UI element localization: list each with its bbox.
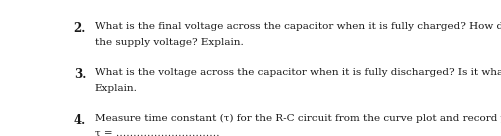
Text: 3.: 3. [74,68,86,81]
Text: the supply voltage? Explain.: the supply voltage? Explain. [95,38,243,47]
Text: Measure time constant (τ) for the R-C circuit from the curve plot and record you: Measure time constant (τ) for the R-C ci… [95,114,501,123]
Text: What is the voltage across the capacitor when it is fully discharged? Is it what: What is the voltage across the capacitor… [95,68,501,77]
Text: Explain.: Explain. [95,84,137,93]
Text: 2.: 2. [74,21,86,35]
Text: τ = …………………………: τ = ………………………… [95,128,219,136]
Text: What is the final voltage across the capacitor when it is fully charged? How doe: What is the final voltage across the cap… [95,21,501,31]
Text: 4.: 4. [74,114,86,127]
